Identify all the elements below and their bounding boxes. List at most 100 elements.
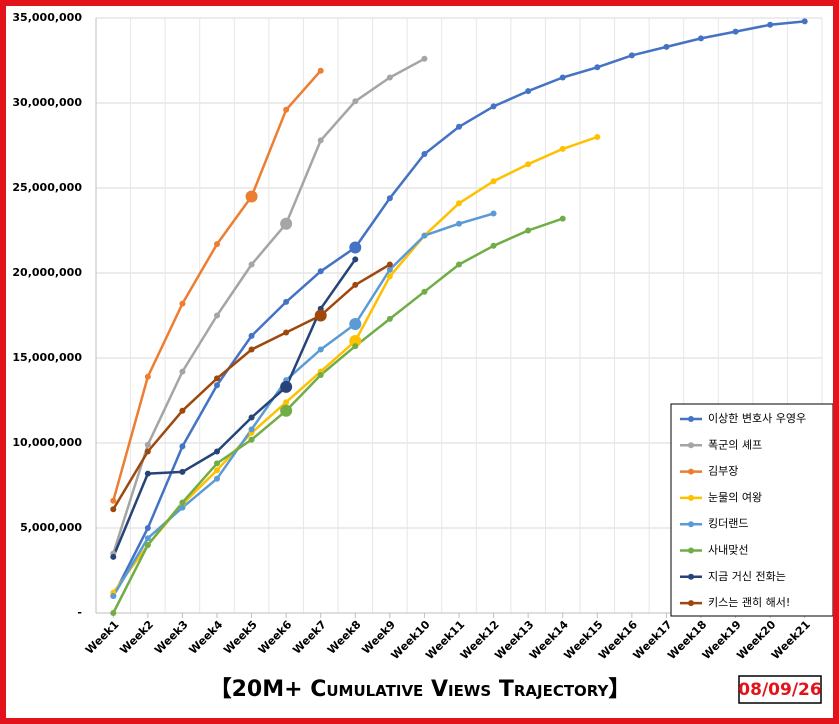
data-point — [456, 220, 462, 227]
data-point — [456, 200, 462, 207]
data-point — [386, 261, 393, 268]
data-point — [525, 227, 532, 234]
series-line — [112, 57, 426, 554]
data-point — [144, 470, 151, 477]
legend-label: 킹더랜드 — [708, 517, 748, 530]
data-point — [283, 399, 290, 406]
data-point — [663, 43, 670, 50]
data-point — [525, 161, 532, 168]
data-point — [490, 178, 497, 185]
data-point — [456, 123, 462, 130]
data-point — [421, 288, 428, 295]
data-point — [144, 535, 151, 542]
data-point — [283, 298, 290, 305]
data-point — [594, 134, 601, 140]
data-point — [144, 448, 151, 455]
data-point — [110, 610, 117, 616]
data-point — [110, 497, 117, 504]
y-tick-label: 5,000,000 — [20, 521, 82, 534]
series-line — [112, 69, 322, 502]
data-point — [110, 593, 117, 599]
chart-title: 【20M+ Cumulative Views Trajectory】 — [210, 677, 631, 702]
data-point — [559, 145, 566, 152]
legend-label: 폭군의 셰프 — [708, 438, 762, 451]
data-point — [349, 318, 362, 330]
data-point — [248, 414, 255, 421]
data-point — [352, 98, 359, 105]
x-tick-label: Week5 — [221, 618, 260, 657]
data-point — [214, 312, 220, 319]
data-point — [352, 343, 359, 350]
legend-marker — [688, 600, 694, 607]
date: 08/09/26 — [738, 680, 821, 700]
x-tick-label: Week2 — [117, 618, 156, 657]
data-point — [559, 215, 566, 222]
data-point — [214, 460, 220, 467]
data-point — [248, 261, 255, 268]
data-point — [144, 542, 151, 548]
data-point — [110, 506, 117, 513]
data-point — [283, 106, 290, 113]
legend-marker — [688, 573, 694, 580]
x-tick-label: Week4 — [187, 618, 226, 657]
data-point — [179, 368, 186, 375]
data-point — [421, 151, 428, 157]
x-tick-label: Week3 — [152, 618, 191, 657]
data-point — [317, 346, 324, 353]
data-point — [214, 448, 220, 455]
data-point — [248, 426, 255, 433]
legend-box — [670, 403, 833, 617]
data-point — [179, 443, 186, 450]
data-point — [179, 300, 186, 307]
data-point — [698, 35, 704, 42]
x-tick-label: Week6 — [256, 618, 295, 657]
legend-label: 사내맞선 — [708, 544, 748, 557]
legend-label: 키스는 괜히 해서! — [708, 595, 790, 609]
data-point — [386, 266, 393, 273]
y-tick-label: 15,000,000 — [12, 351, 82, 364]
legend-marker — [688, 442, 694, 449]
data-point — [248, 332, 255, 339]
data-point — [179, 407, 186, 414]
date-box — [738, 675, 822, 704]
data-point — [386, 273, 393, 280]
data-point — [144, 373, 151, 380]
data-point — [144, 525, 151, 531]
data-point — [386, 315, 393, 322]
data-point — [179, 468, 186, 475]
data-point — [179, 504, 186, 511]
y-tick-label: 20,000,000 — [12, 266, 82, 279]
y-tick-label: 35,000,000 — [12, 11, 82, 24]
data-point — [732, 28, 739, 35]
data-point — [559, 74, 566, 81]
data-point — [349, 241, 362, 254]
data-point — [317, 372, 324, 378]
legend-label: 이상한 변호사 우영우 — [708, 412, 806, 425]
data-point — [628, 52, 635, 59]
legend-marker — [688, 521, 694, 528]
y-tick-label: 25,000,000 — [12, 181, 82, 194]
data-point — [801, 18, 808, 25]
data-point — [490, 103, 497, 110]
data-point — [110, 553, 117, 560]
series-line — [112, 258, 357, 558]
legend-label: 김부장 — [708, 465, 738, 478]
series-line — [112, 212, 494, 597]
y-tick-label: 30,000,000 — [12, 96, 82, 109]
data-point — [594, 64, 601, 71]
data-point — [352, 256, 359, 263]
data-point — [214, 241, 220, 248]
x-tick-label: Week7 — [290, 618, 329, 657]
data-point — [280, 217, 293, 230]
legend-marker — [688, 468, 694, 475]
data-point — [245, 190, 258, 203]
data-point — [280, 404, 293, 417]
legend-marker — [688, 494, 694, 501]
legend-label: 눈물의 여왕 — [708, 491, 762, 504]
data-point — [490, 242, 497, 249]
data-point — [214, 382, 220, 389]
data-point — [248, 436, 255, 443]
y-tick-label: - — [77, 606, 82, 619]
